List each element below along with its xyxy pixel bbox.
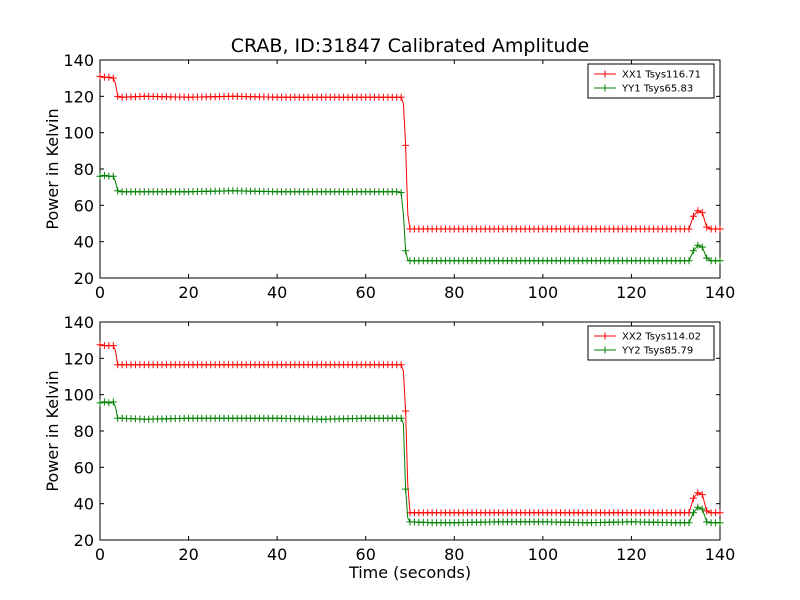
- data-point-marker: [685, 225, 693, 233]
- data-point-marker: [694, 241, 702, 249]
- y-tick-label: 80: [74, 160, 94, 179]
- y-tick-label: 140: [63, 51, 94, 70]
- data-point-marker: [694, 503, 702, 511]
- data-point-marker: [397, 414, 405, 422]
- data-point-marker: [694, 207, 702, 215]
- legend: XX2 Tsys114.02 YY2 Tsys85.79: [587, 325, 715, 361]
- data-point-marker: [109, 398, 117, 406]
- data-point-marker: [698, 505, 706, 513]
- y-tick-label: 60: [74, 196, 94, 215]
- chart-title: CRAB, ID:31847 Calibrated Amplitude: [231, 35, 590, 57]
- y-tick-label: 60: [74, 458, 94, 477]
- x-tick-label: 0: [95, 545, 105, 564]
- x-tick-label: 60: [356, 545, 376, 564]
- x-tick-label: 100: [528, 545, 559, 564]
- data-point-marker: [703, 223, 711, 231]
- legend-entry: XX1 Tsys116.71: [622, 70, 701, 81]
- data-point-marker: [716, 519, 724, 527]
- data-point-marker: [716, 257, 724, 265]
- data-point-marker: [100, 398, 108, 406]
- legend-marker: [601, 346, 609, 354]
- data-point-marker: [96, 341, 104, 349]
- x-tick-label: 120: [616, 283, 647, 302]
- y-tick-label: 100: [63, 386, 94, 405]
- data-point-marker: [114, 187, 122, 195]
- legend-entry: YY2 Tsys85.79: [621, 346, 693, 357]
- data-point-marker: [716, 509, 724, 517]
- x-tick-label: 120: [616, 545, 647, 564]
- legend-marker: [601, 70, 609, 78]
- data-point-marker: [703, 507, 711, 515]
- data-point-marker: [703, 518, 711, 526]
- legend-marker: [601, 84, 609, 92]
- data-point-marker: [685, 519, 693, 527]
- y-tick-label: 20: [74, 269, 94, 288]
- data-point-marker: [397, 189, 405, 197]
- y-axis-label: Power in Kelvin: [43, 108, 62, 229]
- y-tick-label: 140: [63, 313, 94, 332]
- data-point-marker: [393, 188, 401, 196]
- data-point-marker: [109, 74, 117, 82]
- data-point-marker: [698, 491, 706, 499]
- data-point-marker: [716, 225, 724, 233]
- data-point-marker: [397, 361, 405, 369]
- x-tick-label: 0: [95, 283, 105, 302]
- data-point-marker: [689, 509, 697, 517]
- data-point-marker: [96, 399, 104, 407]
- x-tick-label: 140: [705, 283, 736, 302]
- data-point-marker: [402, 247, 410, 255]
- data-point-marker: [402, 485, 410, 493]
- data-point-marker: [109, 172, 117, 180]
- series-2: [96, 171, 724, 265]
- data-point-marker: [685, 257, 693, 265]
- data-point-marker: [105, 73, 113, 81]
- y-tick-label: 120: [63, 349, 94, 368]
- x-tick-label: 40: [267, 283, 287, 302]
- data-point-marker: [694, 489, 702, 497]
- legend: XX1 Tsys116.71 YY1 Tsys65.83: [587, 63, 715, 99]
- data-point-marker: [114, 92, 122, 100]
- legend-entry: XX2 Tsys114.02: [622, 332, 701, 343]
- x-tick-label: 20: [178, 283, 198, 302]
- data-point-marker: [703, 254, 711, 262]
- data-point-marker: [689, 212, 697, 220]
- y-tick-label: 80: [74, 422, 94, 441]
- series-1: [96, 72, 724, 233]
- data-point-marker: [402, 407, 410, 415]
- x-axis-label: Time (seconds): [348, 563, 471, 582]
- x-tick-label: 40: [267, 545, 287, 564]
- series-2: [96, 398, 724, 527]
- x-tick-label: 80: [444, 545, 464, 564]
- data-point-marker: [96, 72, 104, 80]
- legend-marker: [601, 332, 609, 340]
- y-tick-label: 20: [74, 531, 94, 550]
- x-tick-label: 20: [178, 545, 198, 564]
- data-point-marker: [698, 243, 706, 251]
- data-point-marker: [105, 399, 113, 407]
- x-tick-label: 60: [356, 283, 376, 302]
- x-tick-label: 100: [528, 283, 559, 302]
- legend-box: [587, 325, 715, 361]
- data-point-marker: [698, 209, 706, 217]
- series-1: [96, 341, 724, 517]
- chart-panel-2: 0 20 40 60 80 100 120 14020406080100120140Power…: [43, 313, 735, 582]
- y-tick-label: 40: [74, 495, 94, 514]
- data-point-marker: [100, 171, 108, 179]
- x-tick-label: 80: [444, 283, 464, 302]
- y-axis-label: Power in Kelvin: [43, 370, 62, 491]
- legend-entry: YY1 Tsys65.83: [621, 84, 693, 95]
- y-tick-label: 100: [63, 124, 94, 143]
- x-tick-label: 140: [705, 545, 736, 564]
- legend-box: [587, 63, 715, 99]
- data-point-marker: [689, 247, 697, 255]
- data-point-marker: [689, 494, 697, 502]
- data-point-marker: [96, 172, 104, 180]
- data-point-marker: [402, 141, 410, 149]
- data-point-marker: [109, 342, 117, 350]
- chart-panel-1: 0 20 40 60 80 100 120 14020406080100120140CRAB,…: [43, 35, 735, 302]
- y-tick-label: 40: [74, 233, 94, 252]
- y-tick-label: 120: [63, 87, 94, 106]
- data-point-marker: [397, 93, 405, 101]
